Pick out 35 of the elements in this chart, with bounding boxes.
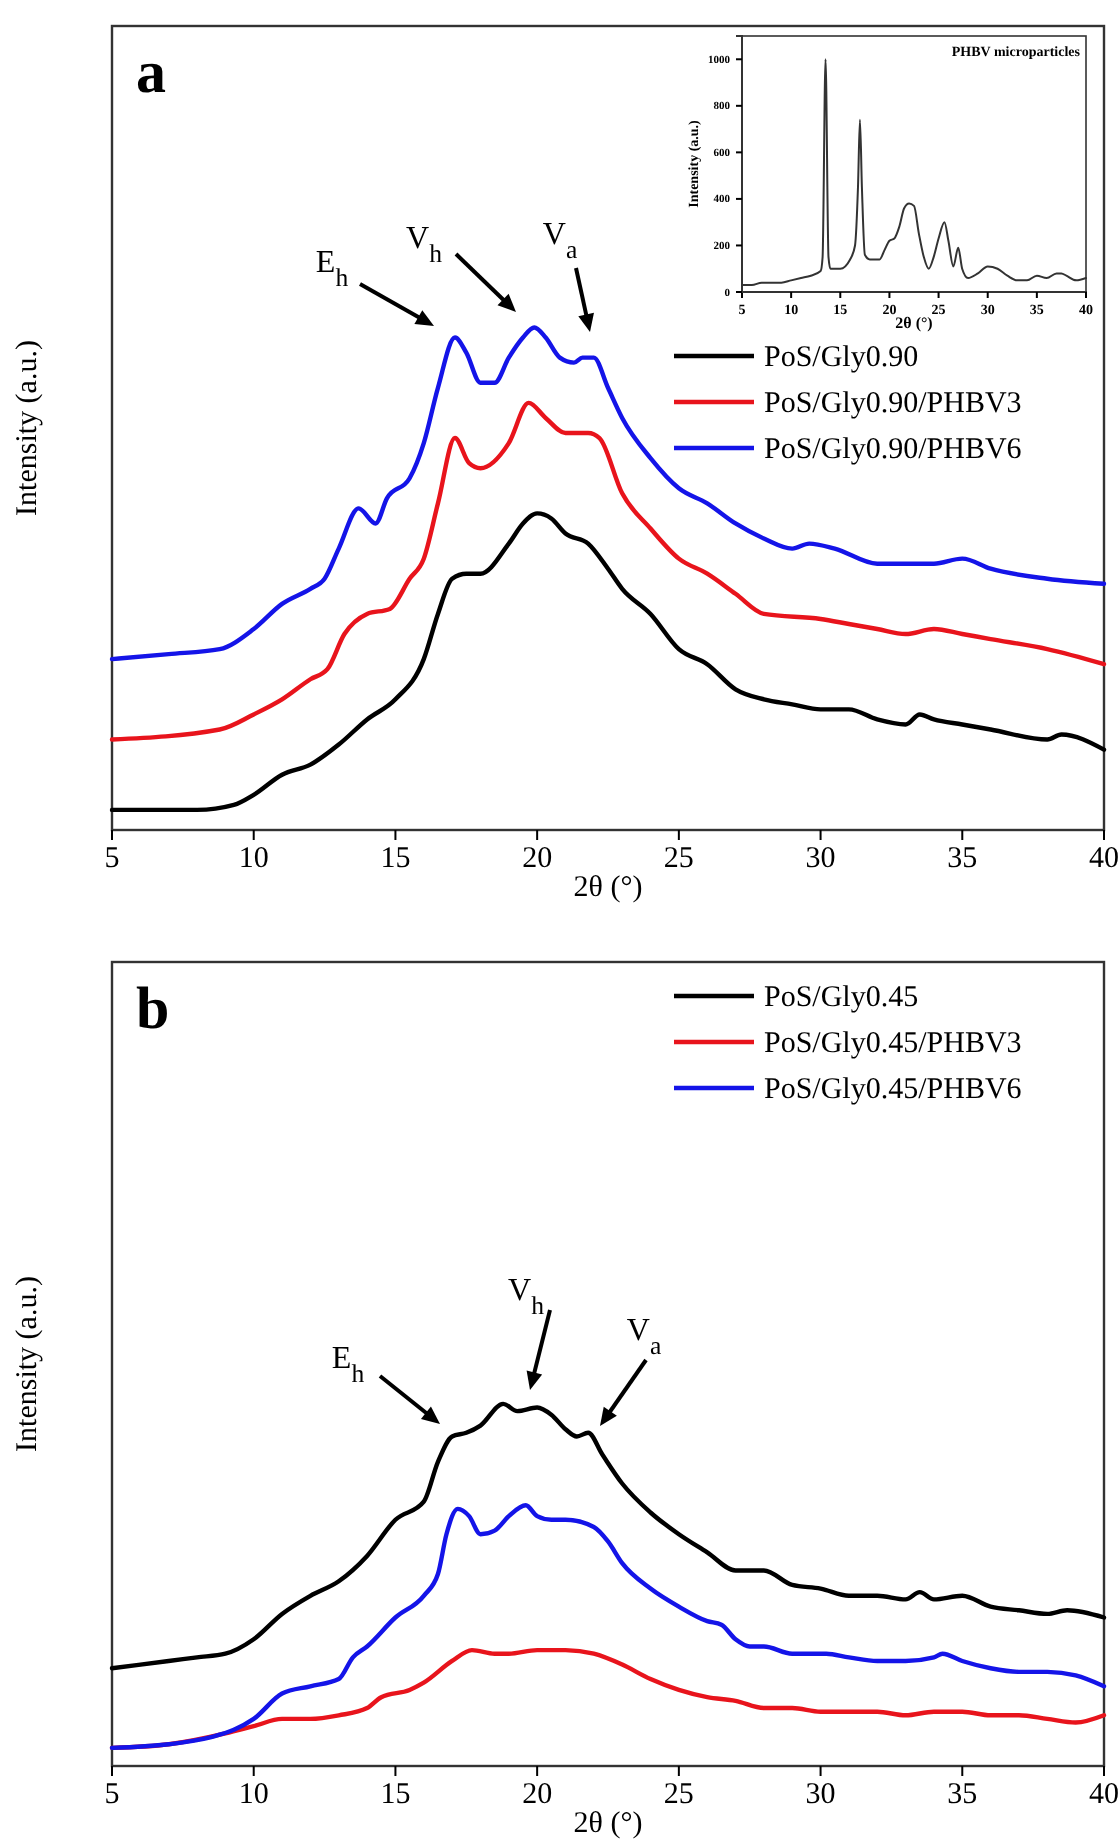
x-tick-label: 40	[1089, 1779, 1119, 1812]
x-tick-label: 30	[805, 1779, 836, 1812]
x-axis-title: 2θ (°)	[573, 872, 643, 904]
x-tick-label: 15	[380, 843, 411, 876]
y-axis-title: Intensity (a.u.)	[12, 1276, 44, 1452]
x-tick-label: 30	[805, 843, 836, 876]
x-tick-label: 10	[238, 843, 269, 876]
text: V$_{a}$	[626, 1314, 662, 1360]
legend-label: PoS/Gly0.45/PHBV3	[764, 1028, 1022, 1060]
x-tick-label: 35	[947, 1779, 978, 1812]
text: E$_{h}$	[331, 1342, 366, 1388]
x-tick-label: 20	[522, 1779, 553, 1812]
chart-title: a	[136, 40, 166, 106]
x-axis-title: 2θ (°)	[895, 314, 934, 332]
y-axis-title: Intensity (a.u.)	[12, 340, 44, 516]
legend-label: PoS/Gly0.90	[764, 342, 919, 374]
x-tick-label: 25	[663, 1779, 694, 1812]
x-tick-label: 5	[104, 843, 120, 876]
legend-label: PoS/Gly0.45	[764, 982, 919, 1014]
text: V$_{h}$	[406, 222, 444, 268]
text: V$_{h}$	[508, 1274, 546, 1320]
legend-label: PoS/Gly0.90/PHBV3	[764, 388, 1022, 420]
x-axis-title: 2θ (°)	[573, 1808, 643, 1840]
x-tick-label: 25	[663, 843, 694, 876]
x-tick-label: 5	[104, 1779, 120, 1812]
x-tick-label: 35	[947, 843, 978, 876]
x-tick-label: 20	[522, 843, 553, 876]
chart-title: b	[136, 976, 170, 1042]
text: E$_{h}$	[315, 246, 350, 292]
x-tick-label: 10	[238, 1779, 269, 1812]
x-tick-label: 15	[380, 1779, 411, 1812]
x-tick-label: 40	[1089, 843, 1119, 876]
legend-label: PoS/Gly0.90/PHBV6	[764, 434, 1023, 466]
text: V$_{a}$	[542, 218, 578, 264]
legend-label: PoS/Gly0.45/PHBV6	[764, 1074, 1023, 1106]
